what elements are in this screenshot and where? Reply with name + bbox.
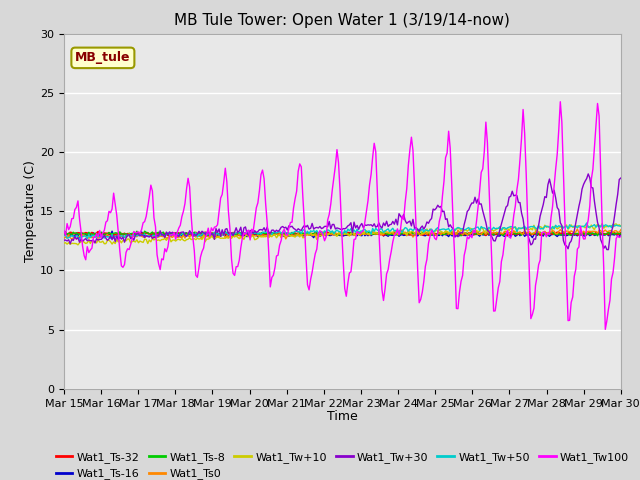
Wat1_Ts-16 — [305, 232, 313, 238]
Wat1_Tw100 — [254, 200, 262, 206]
Line: Wat1_Ts-16: Wat1_Ts-16 — [64, 231, 621, 238]
Wat1_Ts-8 — [617, 230, 625, 236]
Wat1_Tw100 — [588, 176, 595, 182]
Wat1_Ts0 — [130, 233, 138, 239]
Wat1_Tw+50 — [589, 223, 596, 228]
Line: Wat1_Ts-32: Wat1_Ts-32 — [64, 232, 621, 235]
Wat1_Ts-16 — [130, 231, 138, 237]
Wat1_Ts0 — [305, 232, 313, 238]
Wat1_Tw100 — [226, 226, 234, 232]
Wat1_Ts-16 — [589, 231, 596, 237]
Wat1_Ts-8 — [265, 233, 273, 239]
Wat1_Ts-8 — [307, 232, 314, 238]
Wat1_Ts-32 — [228, 231, 236, 237]
Wat1_Ts-8 — [228, 230, 236, 236]
X-axis label: Time: Time — [327, 410, 358, 423]
Line: Wat1_Tw100: Wat1_Tw100 — [64, 102, 621, 329]
Wat1_Tw+10 — [598, 221, 606, 227]
Wat1_Tw100 — [617, 233, 625, 239]
Wat1_Tw+10 — [246, 235, 254, 240]
Wat1_Ts-8 — [141, 228, 148, 234]
Wat1_Ts-32 — [255, 231, 263, 237]
Wat1_Ts-32 — [130, 231, 138, 237]
Line: Wat1_Tw+30: Wat1_Tw+30 — [64, 174, 621, 250]
Wat1_Tw+30 — [303, 222, 311, 228]
Wat1_Ts0 — [573, 226, 581, 232]
Wat1_Tw+50 — [228, 232, 236, 238]
Wat1_Tw+30 — [244, 233, 252, 239]
Wat1_Tw+10 — [305, 231, 313, 237]
Wat1_Ts0 — [617, 227, 625, 233]
Wat1_Tw+10 — [60, 240, 68, 246]
Wat1_Tw100 — [244, 227, 252, 233]
Wat1_Tw+10 — [255, 233, 263, 239]
Title: MB Tule Tower: Open Water 1 (3/19/14-now): MB Tule Tower: Open Water 1 (3/19/14-now… — [175, 13, 510, 28]
Line: Wat1_Ts0: Wat1_Ts0 — [64, 229, 621, 240]
Wat1_Tw+10 — [617, 223, 625, 229]
Wat1_Tw100 — [303, 282, 311, 288]
Wat1_Tw+10 — [130, 239, 138, 244]
Wat1_Tw+30 — [605, 247, 612, 252]
Wat1_Ts-32 — [380, 232, 387, 238]
Wat1_Tw+30 — [129, 234, 136, 240]
Wat1_Tw+30 — [226, 231, 234, 237]
Wat1_Tw100 — [60, 228, 68, 234]
Wat1_Ts-8 — [246, 230, 254, 236]
Wat1_Tw+50 — [255, 230, 263, 236]
Wat1_Ts0 — [68, 237, 76, 242]
Wat1_Tw+30 — [60, 237, 68, 243]
Wat1_Tw+10 — [228, 236, 236, 241]
Wat1_Tw+30 — [588, 185, 595, 191]
Wat1_Tw+50 — [60, 232, 68, 238]
Wat1_Ts-16 — [228, 231, 236, 237]
Wat1_Tw+50 — [305, 231, 313, 237]
Wat1_Ts-16 — [617, 231, 625, 237]
Wat1_Tw+30 — [617, 175, 625, 181]
Wat1_Ts-16 — [246, 230, 254, 236]
Wat1_Tw+50 — [617, 223, 625, 229]
Wat1_Tw+50 — [246, 230, 254, 236]
Wat1_Tw+10 — [588, 222, 595, 228]
Y-axis label: Temperature (C): Temperature (C) — [24, 160, 37, 262]
Wat1_Ts-16 — [255, 233, 263, 239]
Wat1_Ts-32 — [617, 230, 625, 236]
Wat1_Ts0 — [255, 233, 263, 239]
Line: Wat1_Tw+10: Wat1_Tw+10 — [64, 224, 621, 245]
Wat1_Ts-8 — [129, 230, 136, 236]
Wat1_Tw100 — [602, 326, 609, 332]
Wat1_Ts0 — [228, 234, 236, 240]
Wat1_Ts-32 — [305, 230, 313, 236]
Wat1_Ts-8 — [60, 231, 68, 237]
Wat1_Ts0 — [589, 228, 596, 234]
Wat1_Ts-16 — [108, 228, 116, 234]
Wat1_Tw100 — [556, 99, 564, 105]
Wat1_Tw+50 — [583, 220, 591, 226]
Wat1_Tw+50 — [130, 232, 138, 238]
Wat1_Ts0 — [60, 235, 68, 241]
Wat1_Tw100 — [129, 236, 136, 241]
Wat1_Tw+30 — [584, 171, 592, 177]
Line: Wat1_Ts-8: Wat1_Ts-8 — [64, 231, 621, 236]
Wat1_Ts-32 — [60, 231, 68, 237]
Text: MB_tule: MB_tule — [75, 51, 131, 64]
Wat1_Ts-32 — [94, 229, 102, 235]
Wat1_Ts0 — [246, 232, 254, 238]
Wat1_Ts-16 — [60, 231, 68, 237]
Wat1_Ts-8 — [589, 230, 596, 236]
Legend: Wat1_Ts-32, Wat1_Ts-16, Wat1_Ts-8, Wat1_Ts0, Wat1_Tw+10, Wat1_Tw+30, Wat1_Tw+50,: Wat1_Ts-32, Wat1_Ts-16, Wat1_Ts-8, Wat1_… — [51, 448, 634, 480]
Wat1_Tw+30 — [254, 228, 262, 234]
Wat1_Tw+10 — [74, 242, 82, 248]
Wat1_Tw+50 — [76, 237, 83, 242]
Wat1_Ts-32 — [246, 232, 254, 238]
Wat1_Ts-8 — [255, 231, 263, 237]
Line: Wat1_Tw+50: Wat1_Tw+50 — [64, 223, 621, 240]
Wat1_Ts-16 — [310, 235, 317, 240]
Wat1_Ts-32 — [589, 231, 596, 237]
